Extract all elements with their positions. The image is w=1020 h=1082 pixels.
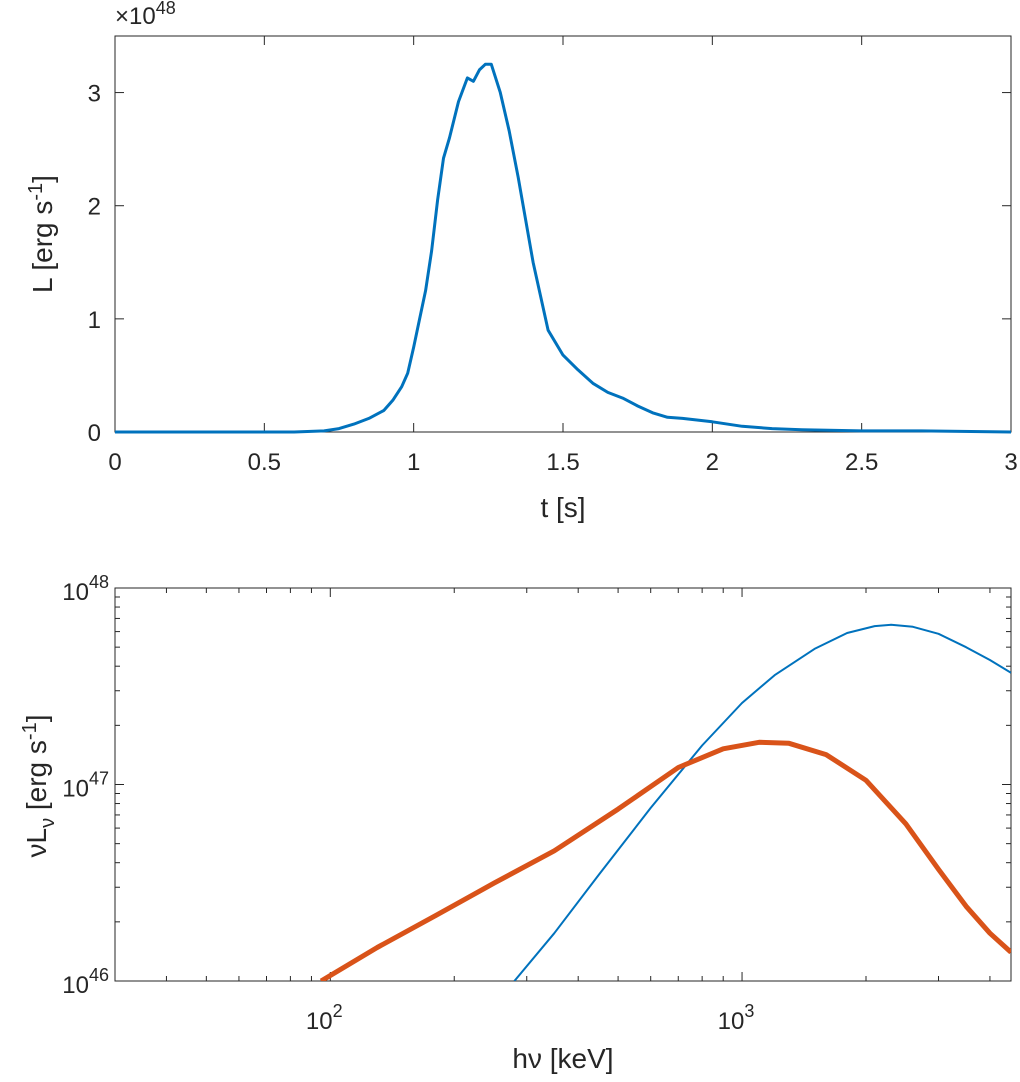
thin-spectrum-curve (513, 623, 1011, 981)
top-y-tick-label: 1 (88, 307, 101, 334)
top-x-tick-label: 3 (1004, 449, 1017, 476)
top-y-tick-label: 0 (88, 420, 101, 447)
bottom-y-axis-label: νLν [erg s-1] (19, 715, 59, 858)
top-plot-frame (114, 35, 1012, 433)
bottom-y-tick-label: 1046 (62, 965, 109, 999)
top-y-tick-label: 3 (88, 81, 101, 108)
top-exponent-sup: 48 (156, 0, 176, 18)
luminosity-time-plot: 0 0.5 1 1.5 2 2.5 3 0 1 2 3 ×1048 t [s] L [erg s-1… (25, 0, 1018, 523)
thick-spectrum-curve (319, 739, 1011, 981)
top-y-label-sup: -1 (25, 183, 47, 201)
bottom-x-axis-label: hν [keV] (512, 1043, 613, 1074)
top-y-tick-label: 2 (88, 194, 101, 221)
top-x-tick-label: 0 (108, 449, 121, 476)
bottom-y-label-sup: -1 (19, 722, 41, 740)
top-x-tick-label: 2.5 (845, 449, 878, 476)
bottom-x-tick-label: 103 (718, 1001, 755, 1035)
bottom-y-tick-label: 1047 (62, 769, 109, 803)
bottom-y-tick-label: 1048 (62, 572, 109, 606)
bottom-y-label-sub: ν (37, 818, 59, 828)
spectrum-plot: 102 103 1046 1047 1048 hν [keV] νLν [erg s-1… (19, 572, 1012, 1074)
top-exponent-label: ×1048 (115, 0, 176, 30)
luminosity-curve (115, 62, 1012, 434)
top-x-tick-label: 1.5 (546, 449, 579, 476)
top-x-tick-label: 0.5 (248, 449, 281, 476)
top-x-tick-label: 1 (407, 449, 420, 476)
top-y-axis-label: L [erg s-1] (25, 175, 58, 293)
top-x-axis-label: t [s] (540, 492, 585, 523)
top-x-tick-label: 2 (706, 449, 719, 476)
bottom-x-tick-label: 102 (306, 1001, 343, 1035)
